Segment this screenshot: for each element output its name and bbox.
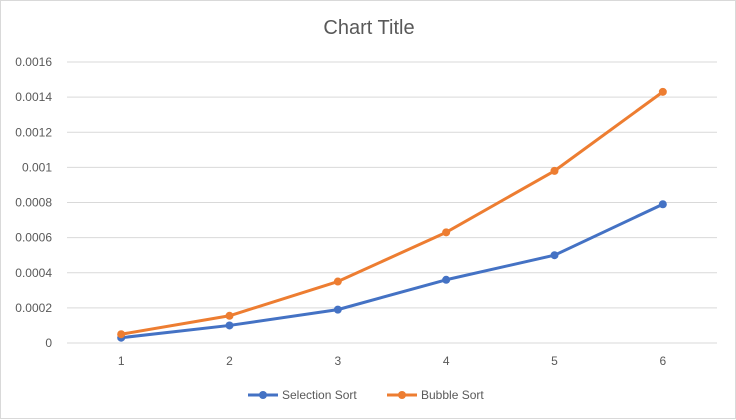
legend-label: Selection Sort <box>282 388 357 402</box>
data-point <box>442 228 451 237</box>
data-point <box>225 311 234 320</box>
series-line <box>119 202 665 340</box>
data-point <box>117 330 126 339</box>
x-tick-label: 2 <box>226 354 233 368</box>
legend-marker <box>259 391 267 399</box>
y-tick-label: 0.0016 <box>15 55 52 69</box>
y-tick-label: 0.0014 <box>15 90 52 104</box>
data-point <box>225 321 234 330</box>
x-tick-label: 1 <box>118 354 125 368</box>
y-tick-label: 0.0004 <box>15 266 52 280</box>
series-line <box>119 90 665 336</box>
series-group <box>117 87 667 342</box>
legend-label: Bubble Sort <box>421 388 484 402</box>
data-point <box>550 251 559 260</box>
data-point <box>333 277 342 286</box>
y-tick-label: 0 <box>45 336 52 350</box>
y-tick-label: 0.0006 <box>15 231 52 245</box>
y-tick-label: 0.0002 <box>15 301 52 315</box>
data-point <box>550 166 559 175</box>
data-point <box>442 275 451 284</box>
y-tick-label: 0.0012 <box>15 125 52 139</box>
x-tick-label: 6 <box>659 354 666 368</box>
legend: Selection Sort Bubble Sort <box>248 388 484 402</box>
data-point <box>333 305 342 314</box>
y-tick-label: 0.0008 <box>15 196 52 210</box>
x-tick-label: 3 <box>334 354 341 368</box>
y-axis: 0 0.0002 0.0004 0.0006 0.0008 0.001 0.0012 0.00… <box>15 55 52 350</box>
x-tick-label: 5 <box>551 354 558 368</box>
gridlines <box>67 61 717 344</box>
y-tick-label: 0.001 <box>22 160 52 174</box>
x-tick-label: 4 <box>443 354 450 368</box>
legend-marker <box>398 391 406 399</box>
data-point <box>658 200 667 209</box>
chart-title: Chart Title <box>323 17 414 39</box>
data-point <box>658 87 667 96</box>
x-axis: 1 2 3 4 5 6 <box>118 354 667 368</box>
